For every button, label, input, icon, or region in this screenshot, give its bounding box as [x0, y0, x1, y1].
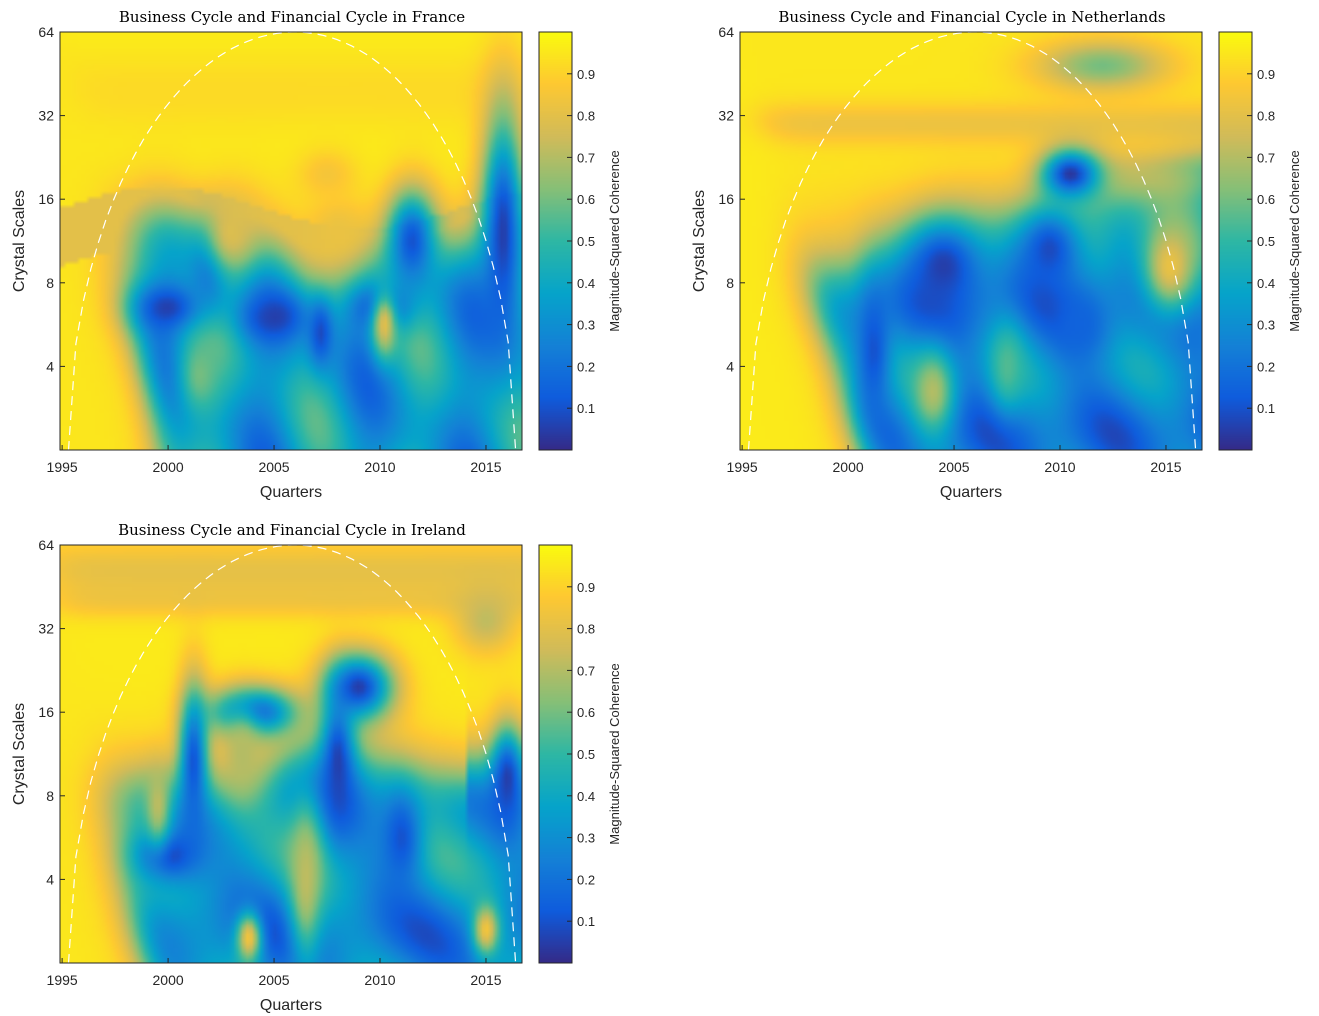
y-tick-label: 16 — [38, 704, 54, 720]
colorbar-tick-label: 0.3 — [577, 831, 595, 846]
colorbar-image — [539, 545, 572, 963]
x-tick-label: 1995 — [47, 972, 78, 988]
colorbar-ticks: 0.1 0.2 0.3 0.4 0.5 0.6 0.7 0.8 0.9 — [567, 580, 595, 929]
x-tick-label: 2000 — [153, 459, 184, 475]
colorbar-tick-label: 0.6 — [577, 192, 595, 207]
y-axis-label: Crystal Scales — [11, 703, 28, 805]
colorbar-tick-label: 0.4 — [1257, 276, 1275, 291]
x-tick-label: 2000 — [153, 972, 184, 988]
colorbar-tick-label: 0.5 — [577, 234, 595, 249]
y-tick-label: 32 — [38, 621, 54, 637]
x-axis-label: Quarters — [260, 484, 322, 501]
colorbar-tick-label: 0.7 — [577, 150, 595, 165]
colorbar-tick-label: 0.9 — [577, 580, 595, 595]
x-tick-label: 2010 — [1044, 459, 1075, 475]
colorbar-image — [1219, 32, 1252, 450]
colorbar-tick-label: 0.7 — [577, 663, 595, 678]
colorbar-tick-label: 0.7 — [1257, 150, 1275, 165]
colorbar-tick-label: 0.8 — [1257, 109, 1275, 124]
colorbar-tick-label: 0.5 — [577, 747, 595, 762]
colorbar-tick-label: 0.8 — [577, 622, 595, 637]
colorbar-tick-label: 0.6 — [577, 705, 595, 720]
panel-france: Business Cycle and Financial Cycle in Fr… — [11, 8, 622, 501]
x-tick-label: 2015 — [470, 459, 501, 475]
y-tick-label: 4 — [46, 871, 54, 887]
x-tick-label: 2005 — [938, 459, 969, 475]
colorbar-tick-label: 0.2 — [1257, 359, 1275, 374]
plot-frame — [59, 31, 523, 451]
colorbar-tick-label: 0.8 — [577, 109, 595, 124]
y-tick-label: 64 — [38, 24, 54, 40]
x-tick-label: 2010 — [364, 972, 395, 988]
x-axis-label: Quarters — [940, 484, 1002, 501]
colorbar-tick-label: 0.6 — [1257, 192, 1275, 207]
colorbar-tick-label: 0.1 — [1257, 401, 1275, 416]
colorbar-tick-label: 0.1 — [577, 914, 595, 929]
y-axis-label: Crystal Scales — [11, 190, 28, 292]
panel-netherlands: Business Cycle and Financial Cycle in Ne… — [691, 8, 1302, 501]
colorbar-ticks: 0.1 0.2 0.3 0.4 0.5 0.6 0.7 0.8 0.9 — [1247, 67, 1275, 416]
x-tick-label: 2000 — [833, 459, 864, 475]
y-tick-label: 64 — [718, 24, 734, 40]
colorbar-label: Magnitude-Squared Coherence — [607, 150, 622, 331]
x-axis-label: Quarters — [260, 997, 322, 1014]
y-axis-label: Crystal Scales — [691, 190, 708, 292]
colorbar-tick-label: 0.5 — [1257, 234, 1275, 249]
panel-ireland: Business Cycle and Financial Cycle in Ir… — [11, 521, 622, 1014]
y-tick-label: 64 — [38, 537, 54, 553]
axes: 1995 2000 2005 2010 2015 4 8 16 32 64 — [718, 24, 1181, 475]
x-tick-label: 2005 — [258, 972, 289, 988]
axes: 1995 2000 2005 2010 2015 4 8 16 32 64 — [38, 24, 501, 475]
y-tick-label: 8 — [46, 275, 54, 291]
chart-title: Business Cycle and Financial Cycle in Ne… — [778, 8, 1165, 26]
colorbar-image — [539, 32, 572, 450]
colorbar-tick-label: 0.9 — [577, 67, 595, 82]
colorbar-tick-label: 0.3 — [1257, 318, 1275, 333]
y-tick-label: 4 — [726, 358, 734, 374]
y-tick-label: 32 — [38, 108, 54, 124]
heatmap-image — [740, 32, 1202, 450]
colorbar-label: Magnitude-Squared Coherence — [1287, 150, 1302, 331]
x-tick-label: 1995 — [47, 459, 78, 475]
plot-frame — [739, 31, 1203, 451]
x-tick-label: 1995 — [727, 459, 758, 475]
x-tick-label: 2010 — [364, 459, 395, 475]
colorbar-tick-label: 0.9 — [1257, 67, 1275, 82]
x-tick-label: 2015 — [470, 972, 501, 988]
colorbar-tick-label: 0.3 — [577, 318, 595, 333]
x-tick-label: 2015 — [1150, 459, 1181, 475]
colorbar-label: Magnitude-Squared Coherence — [607, 663, 622, 844]
heatmap-image — [60, 545, 522, 963]
y-tick-label: 4 — [46, 358, 54, 374]
y-tick-label: 8 — [46, 788, 54, 804]
colorbar-tick-label: 0.2 — [577, 359, 595, 374]
colorbar-tick-label: 0.2 — [577, 872, 595, 887]
plot-frame — [59, 544, 523, 964]
x-tick-label: 2005 — [258, 459, 289, 475]
colorbar-tick-label: 0.4 — [577, 789, 595, 804]
colorbar-tick-label: 0.1 — [577, 401, 595, 416]
colorbar-ticks: 0.1 0.2 0.3 0.4 0.5 0.6 0.7 0.8 0.9 — [567, 67, 595, 416]
y-tick-label: 8 — [726, 275, 734, 291]
chart-title: Business Cycle and Financial Cycle in Fr… — [119, 8, 465, 26]
colorbar-tick-label: 0.4 — [577, 276, 595, 291]
y-tick-label: 16 — [38, 191, 54, 207]
y-tick-label: 32 — [718, 108, 734, 124]
heatmap-image — [60, 32, 522, 450]
y-tick-label: 16 — [718, 191, 734, 207]
chart-title: Business Cycle and Financial Cycle in Ir… — [118, 521, 466, 539]
axes: 1995 2000 2005 2010 2015 4 8 16 32 64 — [38, 537, 501, 988]
